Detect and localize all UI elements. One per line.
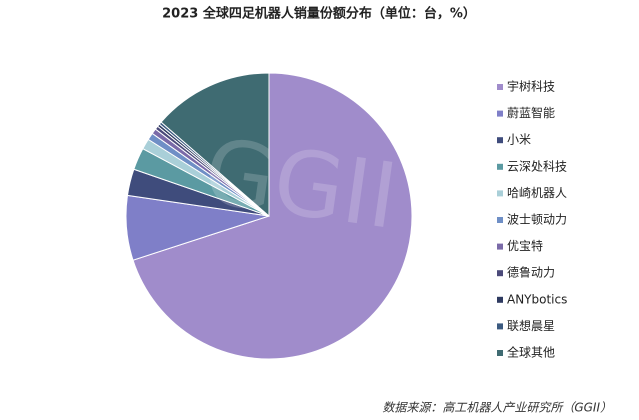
legend-swatch [497,190,503,197]
legend-label: 德鲁动力 [507,265,555,280]
legend-swatch [497,243,503,250]
legend-label: 云深处科技 [507,159,567,173]
legend-label: 蔚蓝智能 [507,105,555,120]
legend-label: 波士顿动力 [507,213,567,227]
legend-swatch [497,270,503,277]
legend-swatch [497,217,503,223]
legend-label: 宇树科技 [507,79,555,94]
legend-swatch [497,84,503,90]
legend-swatch [497,350,503,356]
pie-slice [132,72,413,360]
legend-swatch [497,323,503,330]
legend-swatch [497,110,503,117]
legend-swatch [497,163,503,170]
legend-label: 联想晨星 [507,318,555,333]
legend-label: 全球其他 [507,345,555,360]
legend-label: 小米 [507,133,531,147]
source-note: 数据来源：高工机器人产业研究所（GGII） [382,401,612,415]
legend-swatch [497,137,503,144]
legend-label: 优宝特 [507,238,543,253]
legend-label: 哈崎机器人 [507,186,567,200]
legend-label: ANYbotics [507,292,567,306]
chart-title: 2023 全球四足机器人销量份额分布（单位：台，%） [162,6,476,22]
pie-slice [160,72,270,218]
legend-swatch [497,296,503,303]
